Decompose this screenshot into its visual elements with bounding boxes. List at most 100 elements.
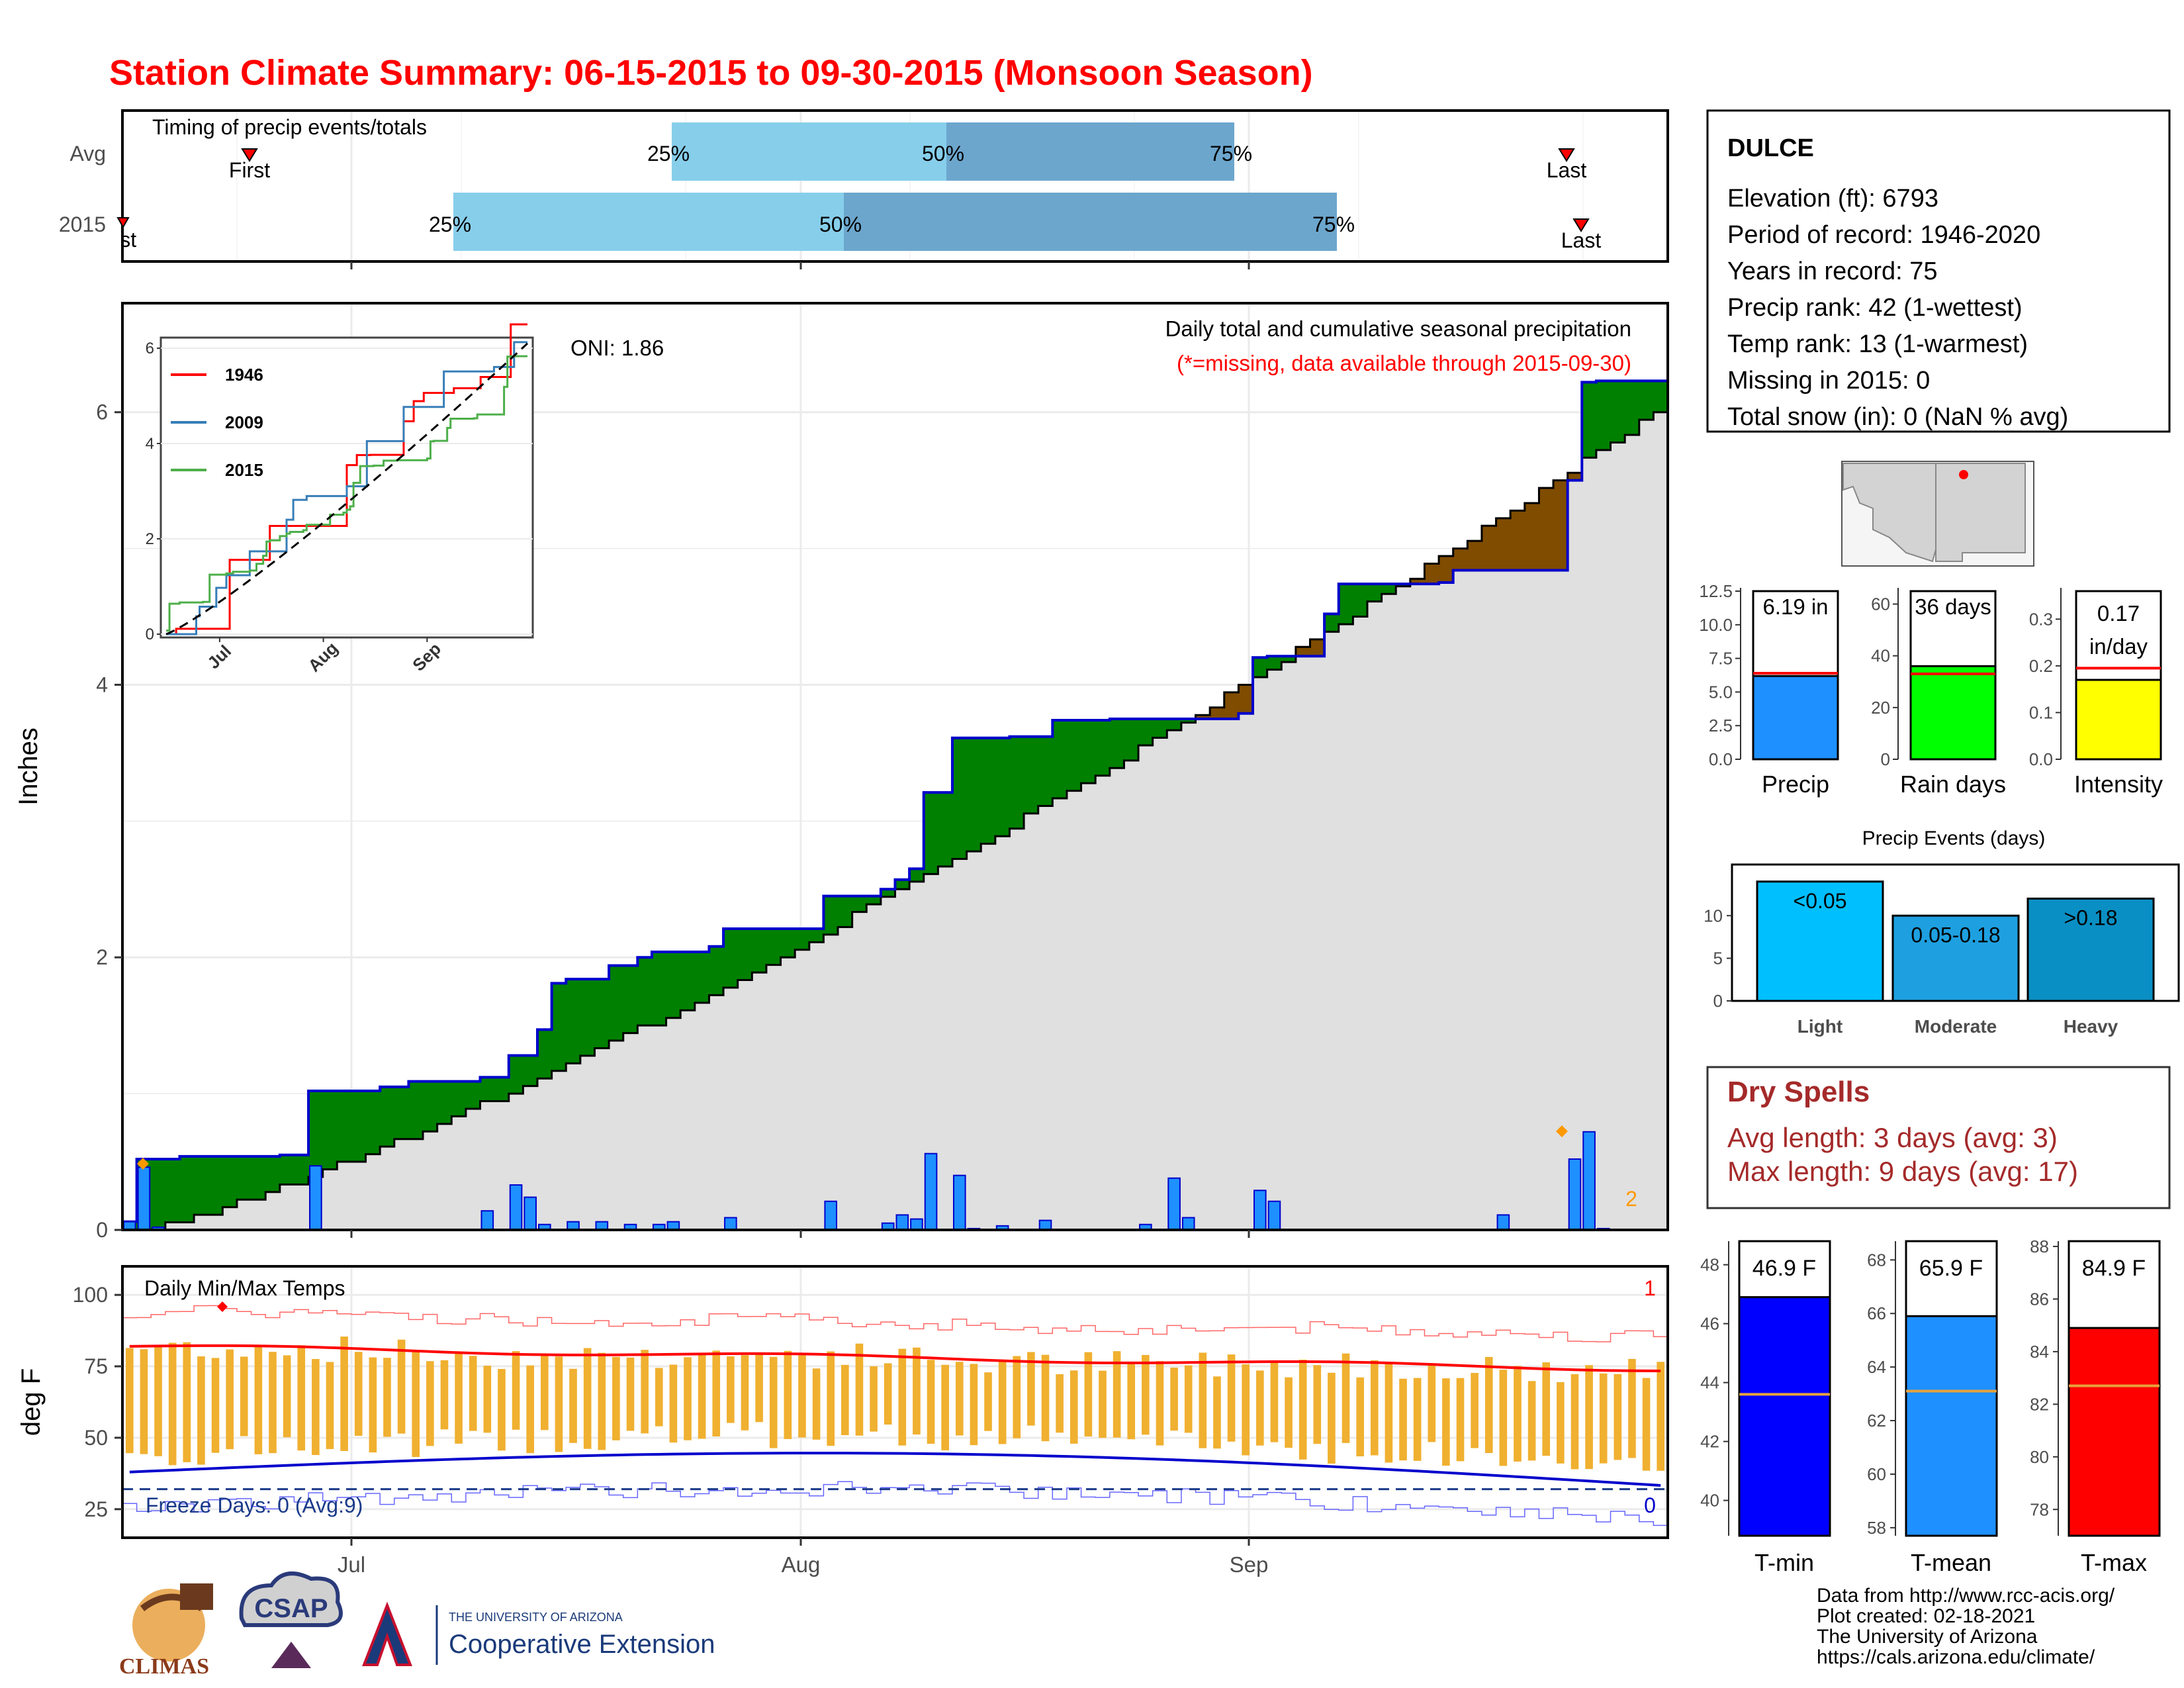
- summary-bar-value: 6.19 in: [1762, 594, 1828, 619]
- difference-fill-day: [952, 737, 968, 859]
- difference-fill-day: [1553, 480, 1569, 571]
- timing-row-label-avg: Avg: [69, 142, 106, 165]
- difference-fill-day: [365, 1091, 381, 1154]
- difference-fills: [122, 381, 1668, 1230]
- daily-temp-bar: [326, 1362, 334, 1450]
- precip-caption: Daily total and cumulative seasonal prec…: [1165, 316, 1631, 341]
- record-max-line: [122, 1305, 1668, 1342]
- daily-temp-bar: [1298, 1359, 1307, 1460]
- daily-temp-bar: [498, 1369, 506, 1451]
- difference-fill-day: [1024, 736, 1039, 814]
- temp-summary-value: 65.9 F: [1919, 1256, 1983, 1281]
- avg-quartile-50-75: [946, 122, 1234, 181]
- difference-fill-day: [1081, 720, 1096, 784]
- inset-grid: [161, 348, 533, 635]
- daily-temp-bar: [884, 1363, 892, 1425]
- daily-temp-bar: [1156, 1361, 1164, 1446]
- summary-bars: 0.0 2.5 5.0 7.5 10.0 12.5 6.19 in Precip 0 20 40 60…: [1699, 581, 2163, 798]
- temp-summary-label: T-min: [1754, 1549, 1814, 1576]
- daily-temp-bar: [941, 1364, 949, 1450]
- temp-summary-tick-label: 82: [2030, 1394, 2049, 1414]
- summary-bar-value-line2: in/day: [2089, 634, 2148, 659]
- daily-temp-bar: [283, 1355, 291, 1438]
- difference-fill-day: [580, 979, 596, 1056]
- station-line-elevation: Elevation (ft): 6793: [1727, 185, 1938, 212]
- difference-fill-day: [1410, 579, 1426, 585]
- temp-summary-tick-label: 84: [2030, 1342, 2049, 1362]
- precip-event-category-label: Light: [1797, 1016, 1843, 1037]
- temp-bottom-count: 0: [1644, 1493, 1656, 1517]
- daily-temp-bar: [1471, 1373, 1479, 1448]
- precip-y-tick-label: 6: [96, 400, 108, 424]
- daily-precip-bar: [1253, 1190, 1267, 1231]
- precip-y-tick-label: 2: [96, 945, 108, 969]
- csap-logo-text: CSAP: [254, 1594, 328, 1623]
- difference-fill-day: [208, 1156, 223, 1215]
- difference-fill-day: [1625, 381, 1640, 436]
- oni-label: ONI: 1.86: [570, 336, 664, 360]
- y2015-last-label: Last: [1561, 228, 1602, 252]
- daily-temp-bar: [211, 1358, 220, 1453]
- difference-fill-day: [408, 1081, 424, 1139]
- daily-temp-bar: [526, 1365, 534, 1454]
- daily-precip-bar: [952, 1174, 966, 1231]
- difference-fill-day: [852, 896, 867, 912]
- legend-label-2015: 2015: [225, 460, 263, 480]
- daily-temp-bar: [698, 1354, 706, 1439]
- difference-fill-day: [709, 946, 724, 996]
- difference-fill-day: [251, 1156, 266, 1200]
- daily-temp-bar: [455, 1351, 463, 1444]
- inset-y-tick-label: 6: [146, 340, 154, 357]
- inset-y-tick-label: 0: [146, 626, 154, 643]
- summary-bar-tick-label: 40: [1871, 646, 1890, 666]
- daily-temp-bar: [540, 1355, 549, 1430]
- daily-precip-bar: [1181, 1217, 1195, 1231]
- max-event-marker-2: [1556, 1125, 1568, 1137]
- chart-title: Station Climate Summary: 06-15-2015 to 0…: [109, 53, 1313, 93]
- x-label-aug: Aug: [782, 1552, 821, 1577]
- difference-fill-day: [480, 1077, 495, 1102]
- difference-fill-day: [1424, 563, 1439, 585]
- difference-fill-day: [1095, 720, 1111, 776]
- y2015-first-label-clip: First: [95, 228, 136, 252]
- difference-fill-day: [723, 929, 739, 988]
- daily-temp-bar: [1484, 1356, 1493, 1454]
- daily-temp-bar: [1328, 1372, 1336, 1464]
- station-info-frame: [1706, 109, 2171, 433]
- inset-legend: 1946 2009 2015: [171, 365, 263, 480]
- footer-credits: Data from http://www.rcc-acis.org/ Plot …: [1817, 1585, 2115, 1668]
- avg-last-label: Last: [1547, 158, 1587, 182]
- daily-temp-bar: [512, 1351, 520, 1430]
- temp-summary-tick-label: 62: [1867, 1411, 1886, 1430]
- difference-fill-day: [809, 929, 824, 943]
- temp-summary-tick-label: 66: [1867, 1303, 1886, 1323]
- temp-summary-label: T-max: [2081, 1549, 2147, 1576]
- summary-bar-tick-label: 0.0: [1709, 749, 1733, 769]
- logos: CLIMAS CSAP THE UNIVERSITY OF ARIZONA Co…: [119, 1571, 715, 1679]
- daily-temp-bar: [1256, 1370, 1264, 1446]
- difference-fill-day: [766, 929, 782, 965]
- y2015-first-label: First: [95, 228, 136, 252]
- difference-fill-day: [981, 737, 996, 844]
- difference-fill-day: [537, 1029, 553, 1079]
- daily-temp-bar: [827, 1351, 835, 1446]
- precip-y-axis-label: Inches: [14, 727, 43, 806]
- difference-fill-day: [337, 1091, 352, 1162]
- inset-line-2015: [166, 355, 527, 632]
- temp-summary-tick-label: 64: [1867, 1357, 1886, 1377]
- station-location-dot: [1959, 470, 1968, 479]
- daily-precip-bar: [924, 1152, 938, 1231]
- daily-temp-bar: [297, 1345, 306, 1451]
- difference-fill-day: [1367, 584, 1383, 602]
- daily-temp-bar: [784, 1350, 792, 1439]
- y2015-q25-label: 25%: [429, 212, 471, 236]
- ua-logo-big-text: Cooperative Extension: [449, 1630, 715, 1659]
- difference-fill-day: [909, 868, 925, 882]
- difference-fill-day: [1281, 656, 1297, 663]
- summary-bar-tick-label: 2.5: [1709, 716, 1733, 735]
- temp-summary-tick-label: 46: [1700, 1314, 1719, 1334]
- daily-precip-bar: [1582, 1131, 1596, 1231]
- temp-panel-title: Daily Min/Max Temps: [144, 1276, 345, 1300]
- daily-temp-bar: [1514, 1366, 1522, 1462]
- station-line-years: Years in record: 75: [1727, 258, 1938, 285]
